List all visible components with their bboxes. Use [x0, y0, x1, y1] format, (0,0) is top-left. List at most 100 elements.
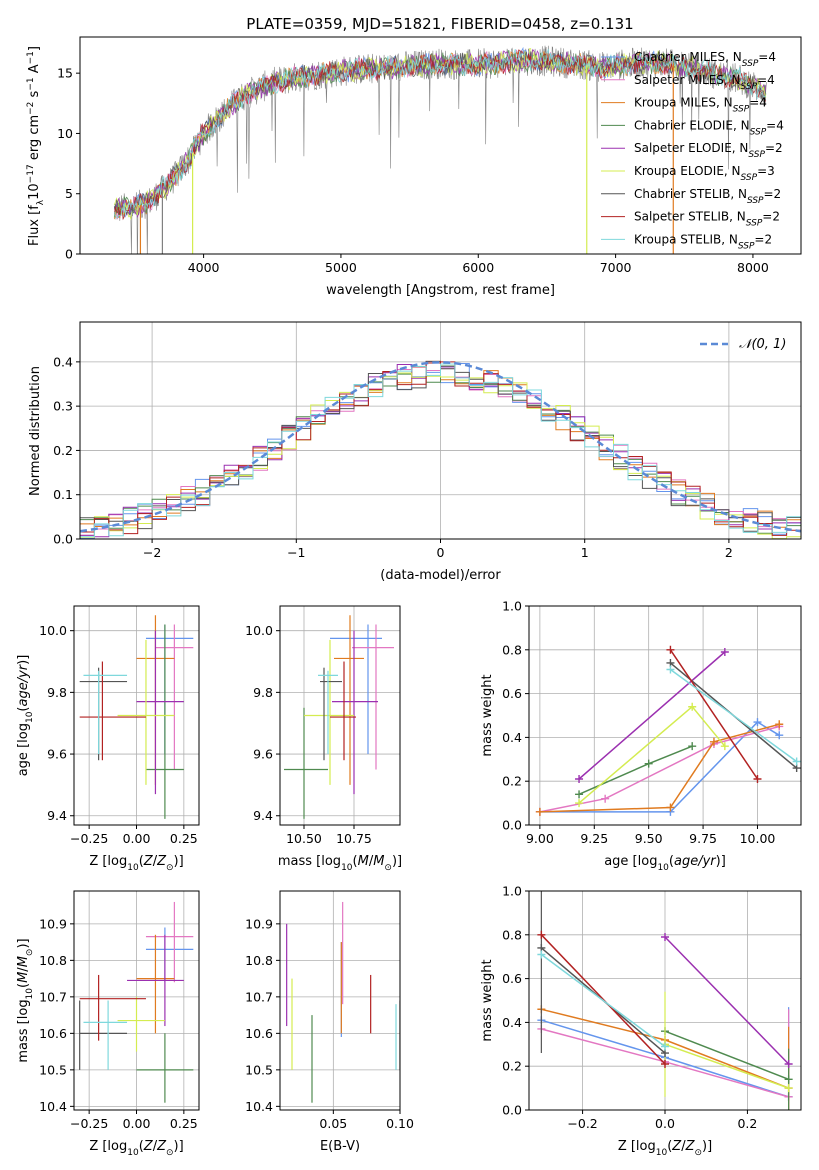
- y-axis-label: mass [log10(M/M⊙)]: [16, 938, 35, 1062]
- y-tick-label: 10.4: [39, 1099, 67, 1114]
- plus-marker: [709, 737, 718, 746]
- y-tick-label: 0.6: [502, 971, 522, 986]
- plus-marker: [720, 742, 729, 751]
- plus-marker: [775, 731, 784, 740]
- mass-weight-line: [669, 668, 798, 763]
- y-tick-label: 10.5: [39, 1062, 67, 1077]
- x-tick-label: 5000: [325, 260, 357, 275]
- mass-vs-EBV-axes: 0.05 0.10 10.4 10.5 10.6 10.7 10.8 10.9 E(B-V): [245, 890, 414, 1154]
- y-tick-label: 10.9: [39, 916, 67, 931]
- y-tick-label: 10.0: [245, 623, 273, 638]
- y-tick-label: 10.6: [245, 1026, 273, 1041]
- y-tick-label: 15: [57, 66, 73, 81]
- mass-weight-vs-age-axes: 9.00 9.25 9.50 9.75 10.00 0.0 0.2 0.4 0.6 0.8 1.0 a…: [480, 599, 802, 873]
- y-tick-label: 10.0: [39, 623, 67, 638]
- mass-weight-line: [578, 745, 693, 795]
- plus-marker: [784, 1060, 793, 1069]
- mass-weight-line: [539, 723, 780, 813]
- plot-area: [79, 615, 194, 819]
- y-tick-label: 10.4: [245, 1099, 273, 1114]
- y-tick-label: 0.0: [53, 532, 73, 547]
- x-tick-label: 7000: [600, 260, 632, 275]
- legend-entry: Salpeter ELODIE, NSSP=2: [634, 141, 783, 160]
- x-axis-label: wavelength [Angstrom, rest frame]: [326, 283, 555, 298]
- y-tick-label: 10.8: [39, 953, 67, 968]
- plus-marker: [784, 1084, 793, 1093]
- histogram-step: [80, 363, 801, 538]
- plus-marker: [661, 1042, 669, 1051]
- plus-marker: [753, 775, 762, 784]
- legend-entry: Chabrier STELIB, NSSP=2: [634, 187, 781, 206]
- age-vs-mass-axes: 10.50 10.75 9.4 9.6 9.8 10.0 mass [log10(M/M⊙)…: [245, 605, 402, 873]
- y-tick-label: 0.8: [502, 927, 522, 942]
- y-tick-label: 10: [57, 126, 73, 141]
- spectrum-model-line: [113, 49, 766, 221]
- x-axis-label: E(B-V): [320, 1139, 360, 1154]
- x-tick-label: 0.25: [170, 831, 198, 846]
- y-axis-label: age [log10(age/yr)]: [16, 655, 35, 777]
- y-tick-label: 0.4: [502, 1015, 522, 1030]
- x-tick-label: 9.75: [689, 831, 717, 846]
- mass-vs-Z-axes: −0.25 0.00 0.25 10.4 10.5 10.6 10.7 10.8 10.9 Z […: [16, 890, 200, 1158]
- plot-area: [535, 645, 801, 816]
- x-tick-label: 0.10: [386, 1116, 414, 1131]
- y-tick-label: 9.6: [253, 747, 273, 762]
- plot-area: [286, 901, 400, 1103]
- plus-marker: [784, 1075, 793, 1084]
- legend-entry: Salpeter MILES, NSSP=4: [634, 73, 775, 92]
- plot-area: [79, 901, 194, 1103]
- mass-weight-line: [578, 651, 726, 780]
- plot-area: [113, 45, 767, 254]
- plus-marker: [661, 1060, 669, 1069]
- y-tick-label: 0.6: [502, 686, 522, 701]
- x-tick-label: 0.05: [319, 1116, 347, 1131]
- normal-curve: [80, 361, 801, 533]
- y-tick-label: 0.4: [53, 354, 73, 369]
- plus-marker: [666, 645, 675, 654]
- axes-frame: [528, 605, 802, 826]
- y-tick-label: 10.5: [245, 1062, 273, 1077]
- x-tick-label: −0.2: [567, 1116, 597, 1131]
- plus-marker: [688, 702, 697, 711]
- plus-marker: [666, 665, 675, 674]
- histogram-step: [80, 361, 801, 539]
- x-tick-label: 10.75: [336, 831, 372, 846]
- x-tick-label: 0: [437, 545, 445, 560]
- plus-marker: [535, 807, 544, 816]
- mass-weight-line: [664, 1043, 789, 1089]
- residuals-axes: −2 −1 0 1 2 0.0 0.1 0.2 0.3 0.4 (data-model)/error…: [28, 321, 802, 583]
- y-tick-label: 10.7: [39, 989, 67, 1004]
- plus-marker: [575, 775, 584, 784]
- y-tick-label: 10.7: [245, 989, 273, 1004]
- axes-frame: [279, 890, 401, 1111]
- y-tick-label: 10.8: [245, 953, 273, 968]
- plus-marker: [575, 790, 584, 799]
- legend-entry: Chabrier ELODIE, NSSP=4: [634, 118, 784, 137]
- x-tick-label: −1: [287, 545, 305, 560]
- plot-area: [80, 360, 801, 539]
- y-tick-label: 5: [65, 186, 73, 201]
- mass-weight-line: [539, 725, 780, 813]
- x-axis-label: Z [log10(Z/Z⊙)]: [89, 854, 183, 873]
- legend-entry: Kroupa STELIB, NSSP=2: [634, 232, 772, 251]
- x-tick-label: 0.00: [123, 1116, 151, 1131]
- plus-marker: [575, 799, 584, 808]
- y-tick-label: 9.4: [253, 808, 273, 823]
- y-tick-label: 0: [65, 247, 73, 262]
- plus-marker: [688, 742, 697, 751]
- y-tick-label: 1.0: [502, 884, 522, 899]
- legend-entry: Chabrier MILES, NSSP=4: [634, 50, 776, 69]
- x-tick-label: 8000: [737, 260, 769, 275]
- x-tick-label: −2: [143, 545, 161, 560]
- y-tick-label: 1.0: [502, 599, 522, 614]
- plot-area: [284, 615, 394, 819]
- y-tick-label: 9.8: [253, 685, 273, 700]
- legend-entry: Salpeter STELIB, NSSP=2: [634, 210, 780, 229]
- x-axis-label: Z [log10(Z/Z⊙)]: [618, 1139, 712, 1158]
- figure-title: PLATE=0359, MJD=51821, FIBERID=0458, z=0…: [246, 15, 633, 33]
- y-axis-label: mass weight: [480, 959, 495, 1041]
- x-tick-label: 10.50: [286, 831, 322, 846]
- mass-weight-vs-Z-axes: −0.2 0.0 0.2 0.0 0.2 0.4 0.6 0.8 1.0 Z [log10(Z/Z…: [480, 884, 802, 1158]
- plus-marker: [537, 930, 546, 939]
